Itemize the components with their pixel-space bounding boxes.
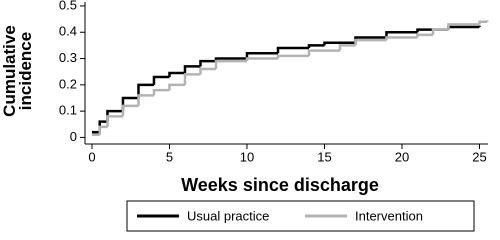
step-segment [214,59,247,70]
step-segment [168,71,185,77]
step-segment [447,25,480,30]
step-segment [183,73,201,85]
y-tick-label: 0.3 [59,50,77,65]
step-segment [199,67,216,75]
x-tick-label: 15 [317,149,331,164]
step-segment [431,28,449,35]
step-segment [121,104,139,117]
step-segment [245,57,278,62]
chart-svg: Weeks since discharge 0 0.1 0.2 0.3 0.4 0.5 0 5… [59,0,489,232]
step-segment [323,41,356,46]
y-axis-label: Cumulative incidence [0,25,35,117]
y-tick-label: 0 [70,129,77,144]
step-segment [137,94,154,106]
step-segment [276,46,309,54]
step-segment [245,52,278,59]
step-segment [168,83,185,91]
step-segment [199,59,216,67]
step-segment [121,96,139,112]
x-tick-label: 10 [240,149,254,164]
step-segment [307,49,340,56]
x-axis-label: Weeks since discharge [181,175,379,195]
legend-label: Intervention [355,208,423,223]
step-segment [416,33,433,38]
step-segment [307,44,325,49]
y-tick-label: 0.5 [59,0,77,12]
y-tick-label: 0.1 [59,103,77,118]
x-tick-label: 20 [395,149,409,164]
step-segment [152,75,170,85]
step-segment [183,65,201,73]
legend-box [126,200,475,232]
step-segment [152,88,170,96]
y-tick-label: 0.2 [59,76,77,91]
step-segment [276,54,309,59]
step-segment [106,115,123,127]
chart: Weeks since discharge 0 0.1 0.2 0.3 0.4 0.5 0 5… [0,0,489,232]
step-segment [354,38,387,46]
x-tick-label: 5 [166,149,173,164]
step-segment [447,23,480,30]
x-tick-label: 25 [472,149,486,164]
step-segment [385,30,418,38]
step-segment [137,83,154,98]
step-segment [98,125,108,135]
step-segment [338,44,356,51]
step-segment [385,36,418,41]
y-tick-label: 0.4 [59,24,77,39]
legend-label: Usual practice [187,208,269,223]
step-segment [478,20,488,25]
x-tick-label: 0 [88,149,95,164]
